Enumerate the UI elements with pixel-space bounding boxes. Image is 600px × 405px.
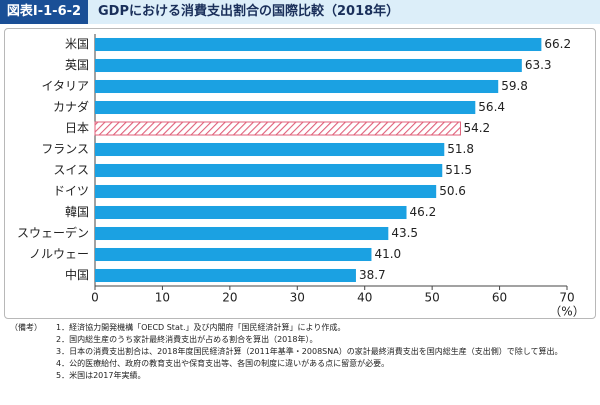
note: 3．日本の消費支出割合は、2018年度国民経済計算（2011年基準・2008SN…: [56, 347, 563, 356]
value-label: 51.5: [445, 163, 472, 177]
y-tick-label: ノルウェー: [29, 247, 89, 261]
x-tick-label: 10: [155, 291, 170, 305]
y-tick-label: フランス: [41, 142, 89, 156]
y-tick-label: ドイツ: [53, 184, 89, 198]
x-tick-label: 70: [559, 291, 574, 305]
bar: [95, 184, 437, 199]
x-tick-label: 40: [357, 291, 372, 305]
notes-list: 1．経済協力開発機構「OECD Stat.」及び内閣府「国民経済計算」により作成…: [56, 322, 576, 382]
x-tick-label: 50: [425, 291, 440, 305]
y-tick-label: 米国: [65, 37, 89, 51]
value-label: 63.3: [525, 58, 552, 72]
value-label: 43.5: [391, 226, 418, 240]
value-label: 50.6: [439, 184, 466, 198]
value-label: 66.2: [544, 37, 571, 51]
value-label: 56.4: [478, 100, 505, 114]
y-tick-label: 中国: [65, 267, 89, 282]
bar: [95, 268, 356, 283]
value-label: 38.7: [359, 268, 386, 282]
y-tick-label: カナダ: [53, 99, 89, 114]
y-tick-label: スウェーデン: [17, 225, 89, 240]
bar: [95, 37, 542, 52]
x-tick-label: 30: [290, 291, 305, 305]
bar: [94, 121, 461, 136]
note: 1．経済協力開発機構「OECD Stat.」及び内閣府「国民経済計算」により作成…: [56, 323, 346, 332]
bar: [95, 163, 443, 178]
bar: [95, 205, 407, 220]
header: 図表Ⅰ-1-6-2 GDPにおける消費支出割合の国際比較（2018年）: [0, 0, 600, 24]
value-label: 54.2: [463, 121, 490, 135]
y-tick-label: スイス: [53, 163, 89, 177]
bar: [95, 142, 445, 157]
value-label: 46.2: [410, 205, 437, 219]
bar: [95, 247, 372, 262]
x-tick-label: 0: [91, 291, 99, 305]
chart: 0 10 20 30 40 50 60 70（%） 米国 66.2 英国 63.3 イタリア 59.8 カナ…: [17, 34, 585, 319]
note: 2．国内総生産のうち家計最終消費支出が占める割合を算出（2018年）。: [56, 335, 318, 344]
value-label: 41.0: [374, 247, 401, 261]
bar: [95, 226, 389, 241]
y-tick-label: 韓国: [65, 205, 89, 219]
value-label: 59.8: [501, 79, 528, 93]
bar: [95, 58, 522, 73]
x-axis-label: （%）: [549, 305, 584, 319]
note: 5．米国は2017年実績。: [56, 371, 146, 380]
y-tick-label: イタリア: [41, 79, 89, 93]
chart-title: GDPにおける消費支出割合の国際比較（2018年）: [98, 4, 400, 19]
notes-heading: （備考）: [10, 323, 42, 332]
x-tick-label: 20: [222, 291, 237, 305]
y-tick-label: 日本: [65, 121, 89, 135]
bar: [95, 100, 476, 115]
figure-label: 図表Ⅰ-1-6-2: [0, 0, 88, 24]
bar: [95, 79, 499, 94]
note: 4．公的医療給付、政府の教育支出や保育支出等、各国の制度に違いがある点に留意が必…: [56, 359, 390, 368]
y-tick-label: 英国: [65, 58, 89, 72]
value-label: 51.8: [447, 142, 474, 156]
chart-frame: [4, 28, 596, 319]
x-tick-label: 60: [492, 291, 507, 305]
